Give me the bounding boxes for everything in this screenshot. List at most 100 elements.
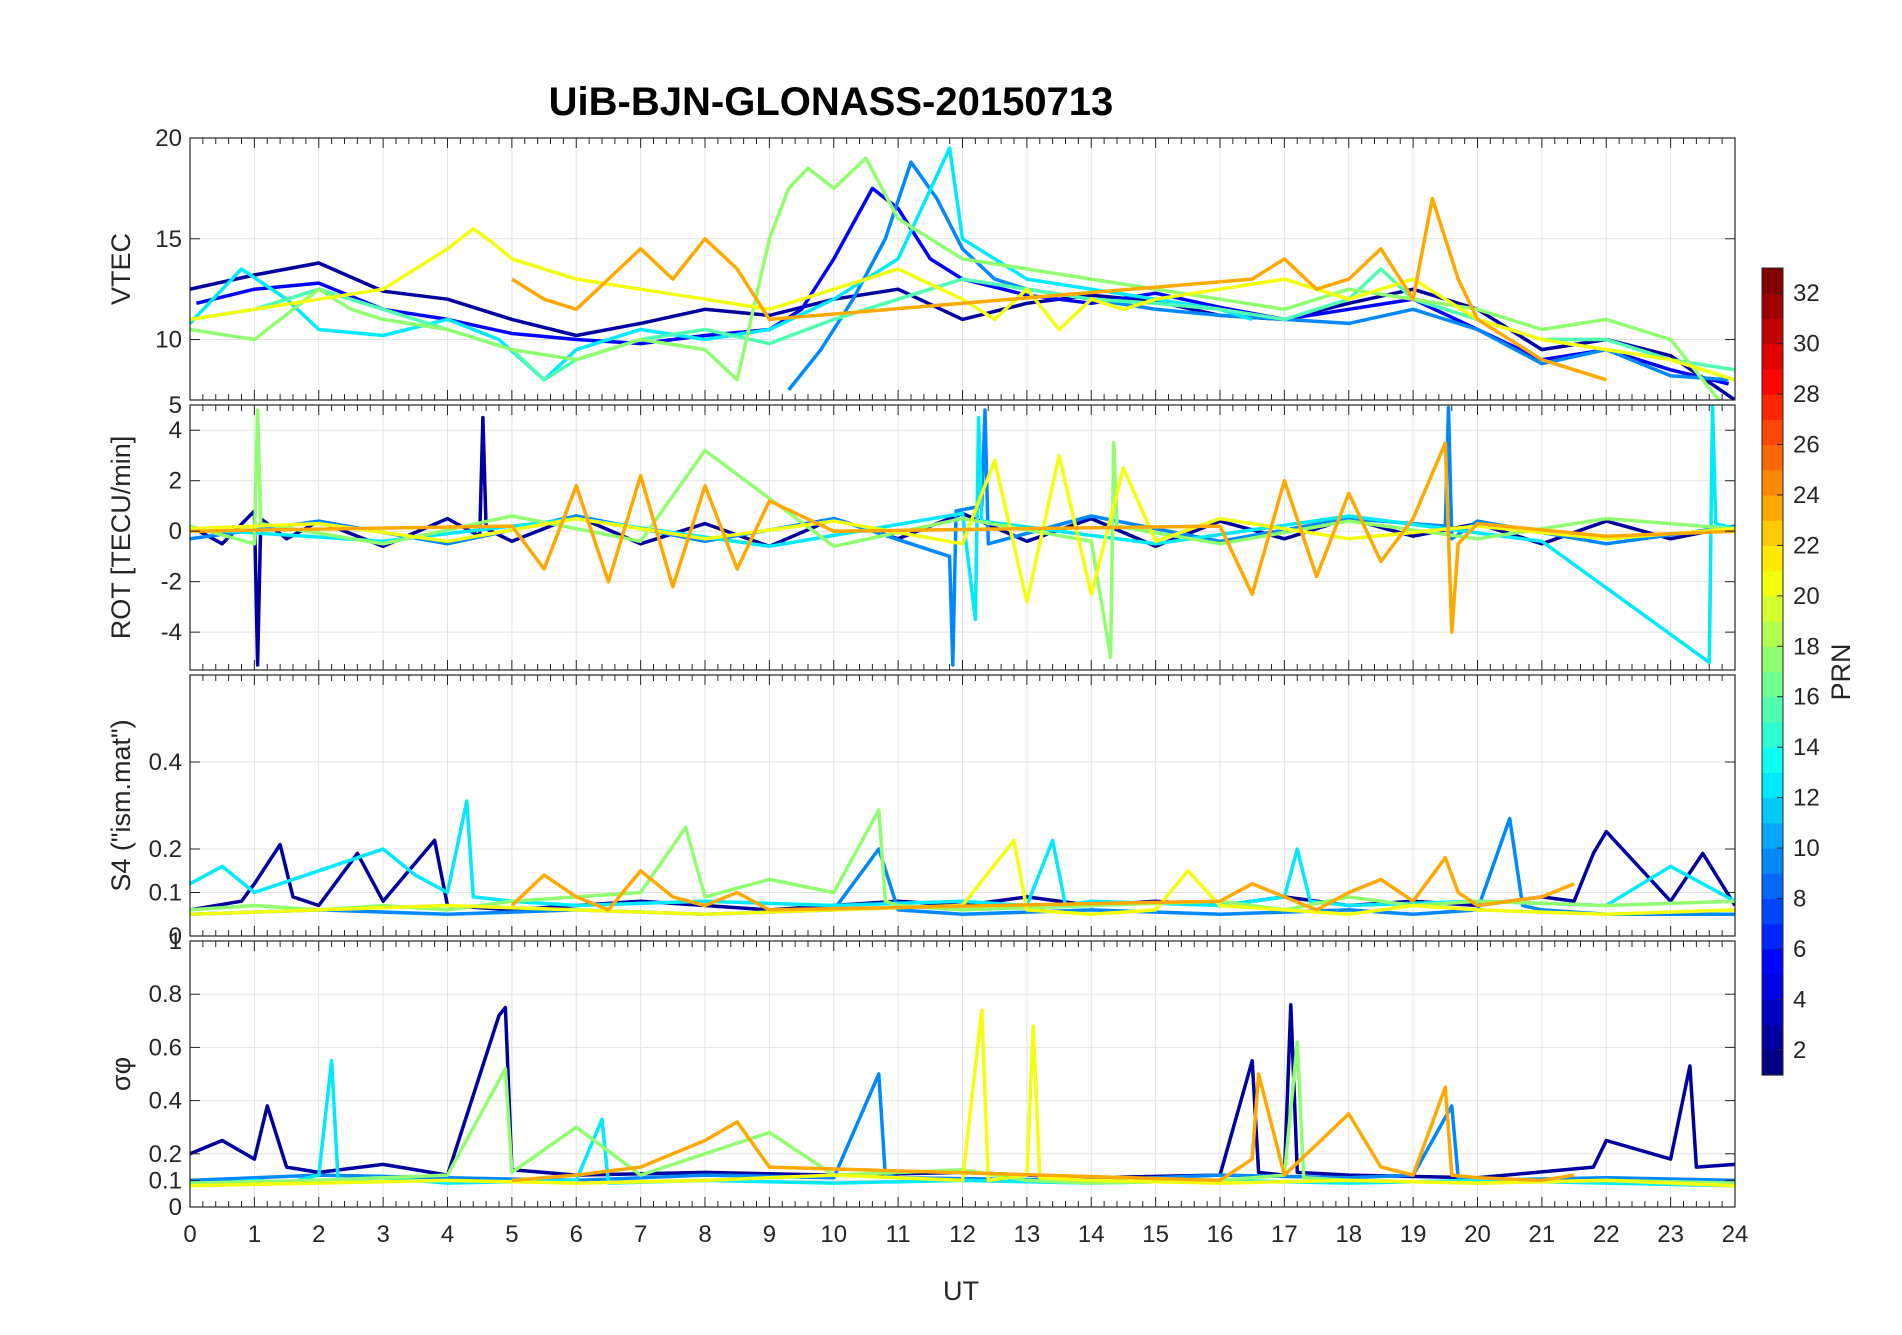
colorbar-tick-label: 22 — [1793, 532, 1820, 559]
colorbar-segment — [1762, 1024, 1783, 1051]
series-line-prn-12 — [190, 799, 1735, 908]
colorbar-segment — [1762, 822, 1783, 849]
x-tick-label: 14 — [1078, 1221, 1105, 1248]
y-tick-label: 0 — [169, 923, 182, 950]
colorbar-tick-label: 28 — [1793, 381, 1820, 408]
series-line-prn-23 — [510, 196, 1607, 382]
x-tick-label: 1 — [248, 1221, 261, 1248]
panel-vtec: 10 15 20 VTEC — [106, 125, 1736, 401]
x-tick-label: 5 — [505, 1221, 518, 1248]
y-tick-label: 0 — [169, 1194, 182, 1221]
y-tick-label: 0.2 — [149, 1141, 182, 1168]
y-tick-label: 0.6 — [149, 1034, 182, 1061]
series-group — [190, 799, 1735, 917]
colorbar-segment — [1762, 520, 1783, 547]
series-line-prn-17 — [190, 808, 1735, 912]
colorbar-segment — [1762, 394, 1783, 420]
series-line-prn-17 — [190, 408, 1735, 660]
y-tick-label: 0.4 — [149, 749, 182, 776]
x-tick-label: 6 — [570, 1221, 583, 1248]
x-tick-label: 16 — [1207, 1221, 1234, 1248]
series-line-prn-2 — [190, 829, 1735, 912]
colorbar-segment — [1762, 469, 1783, 496]
colorbar-segment — [1762, 646, 1783, 673]
series-line-prn-17 — [190, 156, 1722, 400]
series-line-prn-12 — [190, 1058, 1735, 1188]
colorbar-tick-label: 14 — [1793, 734, 1820, 761]
series-line-prn-23 — [510, 855, 1575, 912]
x-tick-label: 7 — [634, 1221, 647, 1248]
colorbar-segment — [1762, 293, 1783, 320]
x-tick-label: 20 — [1464, 1221, 1491, 1248]
colorbar-segment — [1762, 268, 1783, 294]
x-tick-label: 11 — [886, 1221, 911, 1248]
x-tick-label: 23 — [1657, 1221, 1684, 1248]
chart-title: UiB-BJN-GLONASS-20150713 — [549, 80, 1114, 124]
y-tick-label: 4 — [169, 417, 182, 444]
series-line-prn-20 — [190, 838, 1735, 917]
colorbar-tick-label: 10 — [1793, 835, 1820, 862]
colorbar-segment — [1762, 873, 1783, 900]
x-axis-label: UT — [943, 1276, 979, 1306]
series-line-prn-23 — [190, 441, 1735, 634]
y-tick-label: 0 — [169, 518, 182, 545]
x-tick-label: 17 — [1271, 1221, 1298, 1248]
y-tick-label: 2 — [169, 468, 182, 495]
colorbar-segment — [1762, 948, 1783, 975]
x-tick-label: 0 — [183, 1221, 196, 1248]
colorbar-segment — [1762, 318, 1783, 345]
colorbar-segment — [1762, 545, 1783, 572]
colorbar-segment — [1762, 797, 1783, 824]
series-group — [190, 405, 1735, 667]
x-tick-label: 13 — [1014, 1221, 1041, 1248]
colorbar-tick-label: 4 — [1793, 986, 1806, 1013]
panel-rot: -4 -2 0 2 45 ROT [TECU/min] — [106, 392, 1736, 671]
y-tick-label: 15 — [155, 226, 182, 253]
y-tick-label: 0.8 — [149, 981, 182, 1008]
colorbar-segment — [1762, 570, 1783, 597]
series-group — [190, 146, 1735, 400]
colorbar-segment — [1762, 494, 1783, 521]
colorbar-frame — [1761, 267, 1784, 1076]
colorbar-segment — [1762, 343, 1783, 370]
series-line-prn-9 — [787, 160, 1729, 391]
colorbar-segment — [1762, 444, 1783, 471]
colorbar-tick-label: 12 — [1793, 785, 1820, 812]
x-tick-label: 22 — [1593, 1221, 1620, 1248]
colorbar-segment — [1762, 999, 1783, 1026]
y-tick-label: 20 — [155, 125, 182, 152]
colorbar-segment — [1762, 848, 1783, 874]
panel-sigma_phi: 00.10.2 0.4 0.6 0.8 1 σφ — [106, 928, 1736, 1221]
colorbar-segment — [1762, 368, 1783, 395]
colorbar-segment — [1762, 898, 1783, 925]
x-tick-label: 9 — [763, 1221, 776, 1248]
series-line-prn-20 — [190, 226, 1735, 382]
x-tick-label: 2 — [312, 1221, 325, 1248]
y-axis-label: ROT [TECU/min] — [106, 436, 136, 640]
colorbar-tick-label: 16 — [1793, 684, 1820, 711]
y-tick-label: 0.2 — [149, 836, 182, 863]
series-line-prn-12 — [190, 146, 1253, 382]
y-tick-label: 10 — [155, 327, 182, 354]
colorbar-tick-label: 20 — [1793, 583, 1820, 610]
colorbar-segment — [1762, 671, 1783, 698]
colorbar-tick-label: 32 — [1793, 280, 1820, 307]
colorbar-segment — [1762, 747, 1783, 773]
x-tick-label: 4 — [441, 1221, 454, 1248]
colorbar-tick-label: 18 — [1793, 633, 1820, 660]
y-tick-label: 0.4 — [149, 1088, 182, 1115]
colorbar-segment — [1762, 721, 1783, 748]
x-tick-label: 21 — [1529, 1221, 1556, 1248]
x-tick-label: 19 — [1400, 1221, 1427, 1248]
colorbar-segment — [1762, 1049, 1783, 1076]
colorbar-tick-label: 26 — [1793, 432, 1820, 459]
colorbar-label: PRN — [1826, 643, 1856, 700]
y-tick-label: -4 — [161, 619, 182, 646]
series-line-prn-23 — [511, 1072, 1575, 1183]
y-tick-label: 5 — [169, 392, 182, 419]
x-tick-label: 18 — [1335, 1221, 1362, 1248]
y-tick-label: 1 — [169, 928, 182, 955]
x-tick-label: 12 — [949, 1221, 976, 1248]
series-line-prn-5 — [195, 186, 1730, 386]
